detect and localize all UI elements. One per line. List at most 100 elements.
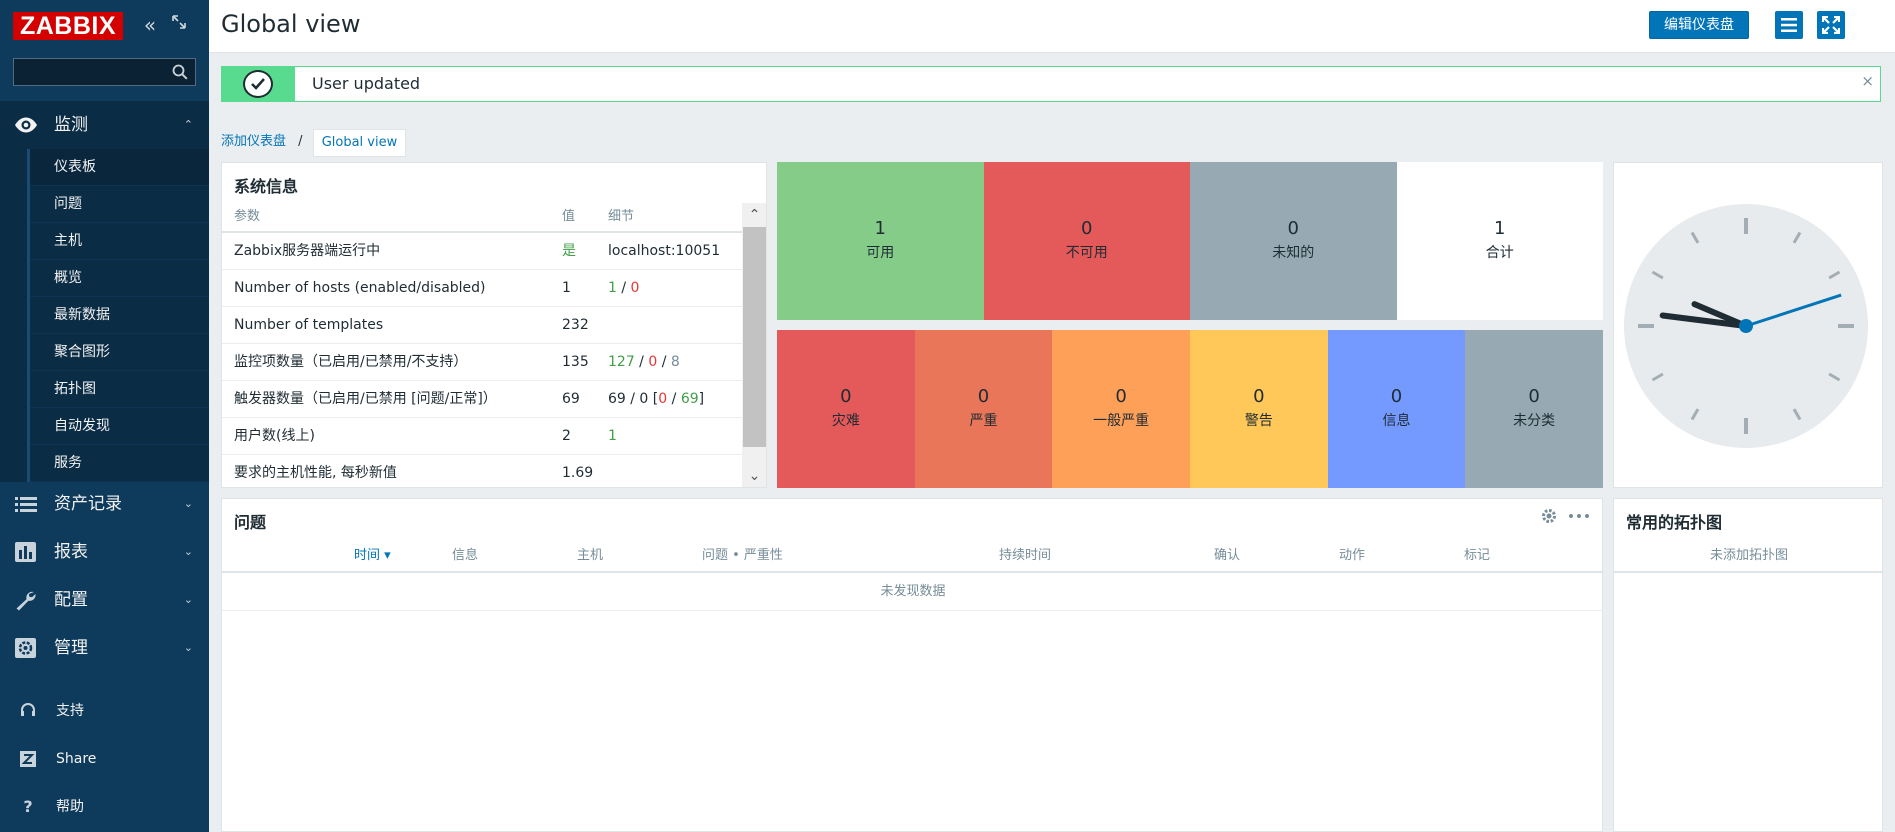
clock-widget <box>1613 162 1883 488</box>
tile-count: 0 <box>1528 386 1540 407</box>
tile-count: 0 <box>1081 218 1093 239</box>
clock-minute-hand <box>1659 312 1749 329</box>
sidebar-item-problems[interactable]: 问题 <box>27 186 209 223</box>
severity-tile[interactable]: 0 严重 <box>914 330 1053 488</box>
separator: / <box>634 354 649 370</box>
param-cell: 触发器数量（已启用/已禁用 [问题/正常]） <box>234 391 497 407</box>
menu-administration-header[interactable]: 管理 ⌄ <box>0 624 209 672</box>
menu-configuration-header[interactable]: 配置 ⌄ <box>0 576 209 624</box>
more-options-icon[interactable] <box>1568 509 1590 523</box>
unsupported-count: 8 <box>670 354 680 370</box>
sidebar-item-hosts[interactable]: 主机 <box>27 223 209 260</box>
sidebar-footer-label: Share <box>56 751 97 767</box>
sidebar-item-help[interactable]: ? 帮助 <box>0 783 209 831</box>
breadcrumb-current[interactable]: Global view <box>312 129 407 157</box>
detail-cell: 127 / 0 / 8 <box>608 344 680 381</box>
menu-label: 监测 <box>54 115 88 135</box>
menu-reports-header[interactable]: 报表 ⌄ <box>0 528 209 576</box>
separator: / <box>616 280 631 296</box>
tile-count: 0 <box>1115 386 1127 407</box>
sidebar-item-latest-data[interactable]: 最新数据 <box>27 297 209 334</box>
bar-chart-icon <box>15 542 36 562</box>
severity-tile[interactable]: 0 未分类 <box>1465 330 1603 488</box>
value-cell: 1.69 <box>562 465 594 481</box>
tile-count: 0 <box>1287 218 1299 239</box>
empty-maps-message: 未添加拓扑图 <box>1614 539 1884 573</box>
sidebar-item-share[interactable]: Share <box>0 735 209 783</box>
sidebar-item-overview[interactable]: 概览 <box>27 260 209 297</box>
sidebar-item-screens[interactable]: 聚合图形 <box>27 334 209 371</box>
availability-tile[interactable]: 1 合计 <box>1396 162 1603 320</box>
widget-title: 系统信息 <box>234 177 299 196</box>
empty-table-message: 未发现数据 <box>222 573 1604 611</box>
table-row: 监控项数量（已启用/已禁用/不支持） 135 127 / 0 / 8 <box>222 344 742 381</box>
severity-tile[interactable]: 0 警告 <box>1190 330 1328 488</box>
scroll-up-icon[interactable]: ⌃ <box>748 207 761 223</box>
clock-face <box>1624 204 1868 448</box>
headset-icon <box>21 703 35 716</box>
sidebar-item-maps[interactable]: 拓扑图 <box>27 371 209 408</box>
value-cell: 135 <box>562 354 589 370</box>
system-info-table: 参数 值 细节 Zabbix服务器端运行中 是 localhost:10051 … <box>222 203 742 487</box>
list-icon <box>15 497 37 512</box>
enabled-count: 1 <box>608 280 617 296</box>
fullscreen-button[interactable] <box>1817 11 1845 39</box>
severity-tile[interactable]: 0 一般严重 <box>1052 330 1190 488</box>
tile-label: 警告 <box>1244 413 1273 429</box>
scrollbar-thumb[interactable] <box>743 227 766 447</box>
system-info-widget: 系统信息 参数 值 细节 Zabbix服务器端运行中 是 localhost:1… <box>221 162 767 488</box>
severity-tile[interactable]: 0 灾难 <box>777 330 915 488</box>
widget-title: 问题 <box>234 513 267 532</box>
clock-tick <box>1690 408 1700 421</box>
ok-count: 69 <box>680 391 699 407</box>
fullscreen-icon <box>1822 16 1840 34</box>
table-header: 参数 值 细节 <box>222 203 742 233</box>
tile-count: 1 <box>1494 218 1506 239</box>
widget-title: 常用的拓扑图 <box>1626 513 1723 532</box>
dashboard-menu-button[interactable] <box>1775 11 1803 39</box>
sidebar-item-services[interactable]: 服务 <box>27 445 209 482</box>
column-header: 信息 <box>452 548 479 563</box>
search-icon[interactable] <box>172 64 188 80</box>
value-cell: 69 <box>562 391 580 407</box>
menu-inventory-header[interactable]: 资产记录 ⌄ <box>0 480 209 528</box>
kiosk-sidebar-icon[interactable] <box>168 14 190 36</box>
tile-label: 未知的 <box>1272 245 1315 261</box>
menu-monitoring: 监测 ⌃ 仪表板 问题 主机 概览 最新数据 聚合图形 拓扑图 自动发现 服务 <box>0 101 209 482</box>
value-cell: 2 <box>562 428 571 444</box>
problem-count: 0 <box>658 391 668 407</box>
success-message: User updated × <box>221 66 1881 102</box>
close-icon[interactable]: × <box>1861 72 1874 90</box>
host-availability-widget: 1 可用 0 不可用 0 未知的 1 合计 <box>777 162 1603 320</box>
column-header: 主机 <box>577 548 604 563</box>
eye-icon <box>15 117 37 133</box>
breadcrumb: 添加仪表盘 / Global view <box>221 129 407 157</box>
collapse-sidebar-icon[interactable]: « <box>143 13 157 37</box>
column-header-time[interactable]: 时间 ▾ <box>354 548 391 563</box>
availability-tile[interactable]: 0 不可用 <box>983 162 1190 320</box>
settings-gear-icon[interactable] <box>1540 507 1558 525</box>
chevron-down-icon: ⌄ <box>183 593 193 606</box>
availability-tile[interactable]: 0 未知的 <box>1190 162 1397 320</box>
problems-table-header: 时间 ▾ 信息 主机 问题 • 严重性 持续时间 确认 动作 标记 <box>222 539 1604 573</box>
question-icon: ? <box>23 797 33 816</box>
availability-tile[interactable]: 1 可用 <box>777 162 984 320</box>
zabbix-logo[interactable]: ZABBIX <box>13 12 123 40</box>
scrollbar[interactable]: ⌃ ⌄ <box>742 203 766 487</box>
breadcrumb-parent-link[interactable]: 添加仪表盘 <box>221 134 287 149</box>
search-input[interactable] <box>14 59 164 85</box>
disabled-count: 0 <box>648 354 658 370</box>
menu-monitoring-header[interactable]: 监测 ⌃ <box>0 101 209 149</box>
sidebar-item-support[interactable]: 支持 <box>0 687 209 735</box>
scroll-down-icon[interactable]: ⌄ <box>748 468 761 484</box>
menu-administration: 管理 ⌄ <box>0 624 209 672</box>
edit-dashboard-button[interactable]: 编辑仪表盘 <box>1649 11 1749 39</box>
column-header: 持续时间 <box>999 548 1052 563</box>
clock-tick <box>1651 372 1664 382</box>
table-row: Number of hosts (enabled/disabled) 1 1 /… <box>222 270 742 307</box>
favourite-maps-widget: 常用的拓扑图 未添加拓扑图 <box>1613 498 1884 832</box>
column-header: 标记 <box>1464 548 1491 563</box>
severity-tile[interactable]: 0 信息 <box>1327 330 1466 488</box>
sidebar-item-dashboard[interactable]: 仪表板 <box>27 149 209 186</box>
sidebar-item-discovery[interactable]: 自动发现 <box>27 408 209 445</box>
